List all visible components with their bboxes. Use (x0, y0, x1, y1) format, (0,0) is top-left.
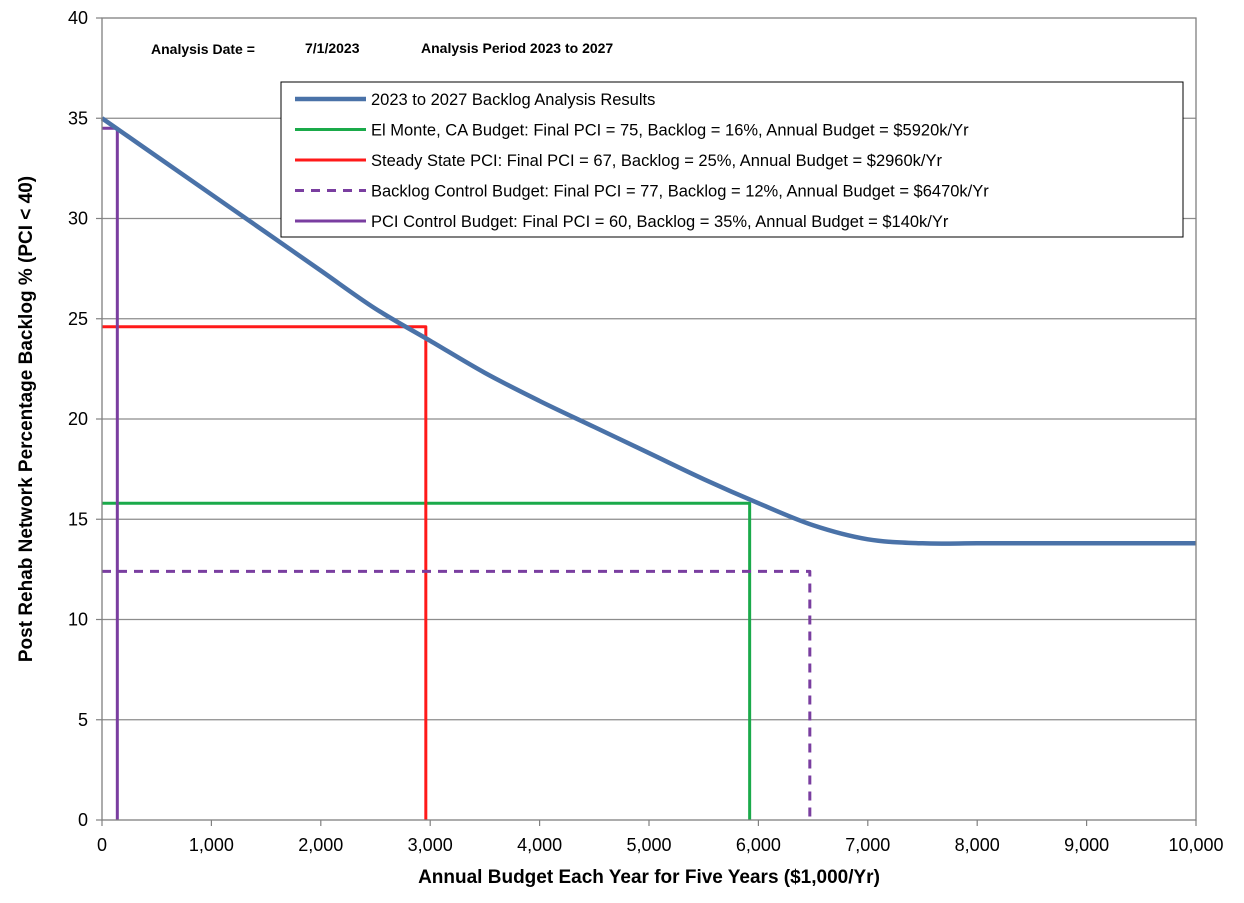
y-tick-label: 30 (68, 209, 88, 229)
y-tick-label: 20 (68, 409, 88, 429)
legend-item-el-monte-budget-line: El Monte, CA Budget: Final PCI = 75, Bac… (295, 122, 969, 140)
x-axis-title: Annual Budget Each Year for Five Years (… (418, 867, 880, 888)
x-tick-label: 10,000 (1168, 835, 1223, 855)
legend: 2023 to 2027 Backlog Analysis Results El … (280, 81, 1184, 238)
x-tick-label: 2,000 (298, 835, 343, 855)
legend-label: 2023 to 2027 Backlog Analysis Results (371, 91, 655, 109)
y-tick-label: 35 (68, 108, 88, 128)
x-tick-label: 6,000 (736, 835, 781, 855)
legend-item-pci-control-line: PCI Control Budget: Final PCI = 60, Back… (295, 213, 949, 231)
legend-item-steady-state-line: Steady State PCI: Final PCI = 67, Backlo… (295, 152, 942, 170)
legend-label: Steady State PCI: Final PCI = 67, Backlo… (371, 152, 942, 170)
legend-item-backlog-curve: 2023 to 2027 Backlog Analysis Results (295, 91, 655, 109)
y-tick-label: 25 (68, 309, 88, 329)
analysis-period: Analysis Period 2023 to 2027 (421, 40, 613, 56)
x-tick-label: 8,000 (955, 835, 1000, 855)
x-tick-label: 3,000 (408, 835, 453, 855)
analysis-date-value: 7/1/2023 (305, 40, 360, 56)
x-tick-label: 0 (97, 835, 107, 855)
pci-control-line (102, 126, 119, 820)
legend-item-backlog-control-line: Backlog Control Budget: Final PCI = 77, … (295, 183, 989, 201)
backlog-control-line (102, 569, 812, 820)
x-tick-label: 5,000 (626, 835, 671, 855)
legend-label: PCI Control Budget: Final PCI = 60, Back… (371, 213, 949, 231)
x-tick-label: 9,000 (1064, 835, 1109, 855)
legend-label: Backlog Control Budget: Final PCI = 77, … (371, 183, 989, 201)
y-tick-label: 0 (78, 810, 88, 830)
analysis-date-label: Analysis Date = (151, 41, 255, 57)
steady-state-line (102, 325, 428, 820)
y-axis-title: Post Rehab Network Percentage Backlog % … (16, 176, 37, 662)
series-lines (100, 116, 1196, 820)
x-tick-label: 1,000 (189, 835, 234, 855)
y-tick-label: 5 (78, 710, 88, 730)
legend-label: El Monte, CA Budget: Final PCI = 75, Bac… (371, 122, 969, 140)
legend-box (280, 81, 1184, 238)
y-tick-label: 10 (68, 610, 88, 630)
y-tick-label: 15 (68, 509, 88, 529)
el-monte-budget-line (102, 501, 752, 820)
x-tick-label: 4,000 (517, 835, 562, 855)
backlog-curve (100, 116, 1196, 546)
x-tick-label: 7,000 (845, 835, 890, 855)
axis-ticks: 0 5 10 15 20 25 30 35 40 0 1,000 2,000 3,000 4,000 5,0… (68, 8, 1224, 855)
y-tick-label: 40 (68, 8, 88, 28)
